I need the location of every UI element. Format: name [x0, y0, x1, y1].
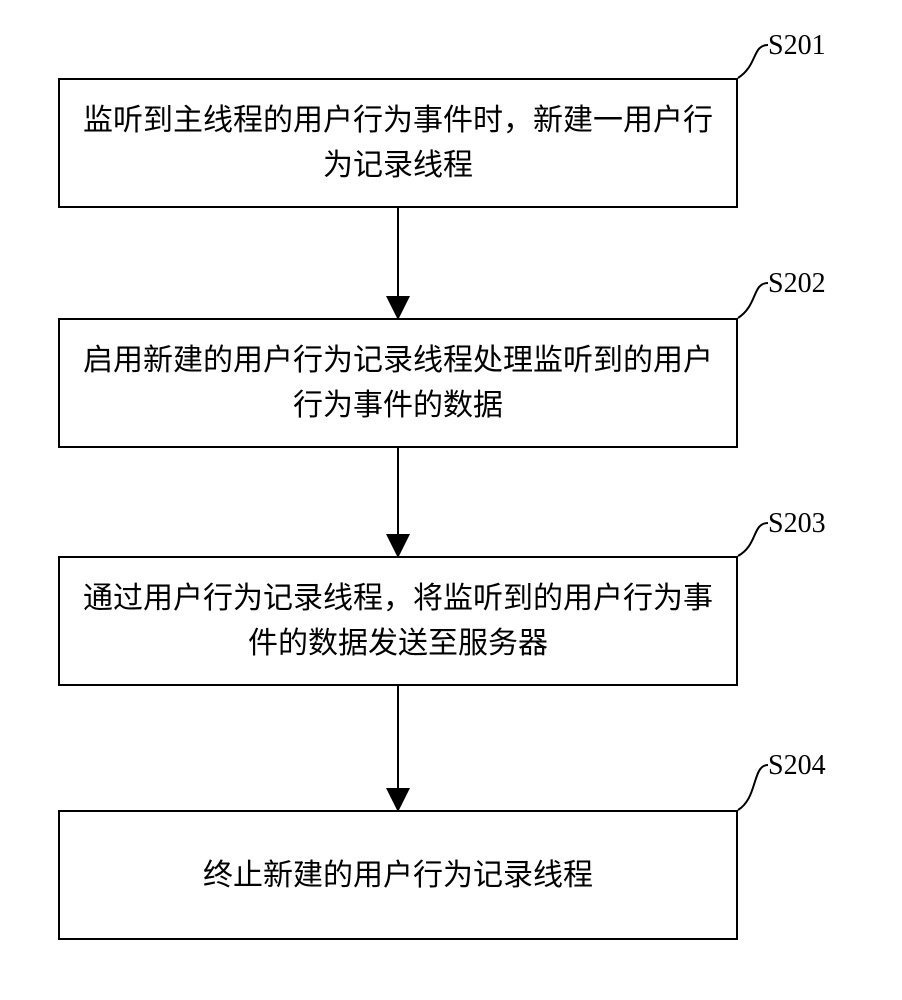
label-connector-s204: [738, 765, 768, 810]
label-connector-s202: [738, 283, 768, 318]
connectors-svg: [0, 0, 902, 1000]
label-connector-s203: [738, 523, 768, 556]
flowchart-canvas: 监听到主线程的用户行为事件时，新建一用户行为记录线程 S201 启用新建的用户行…: [0, 0, 902, 1000]
label-connector-s201: [738, 45, 768, 78]
